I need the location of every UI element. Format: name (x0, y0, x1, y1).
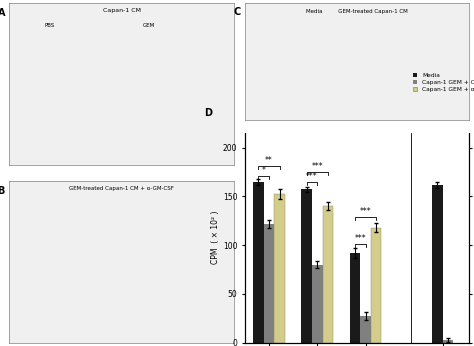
Bar (312, 265, 323, 343)
Text: Capan-1 CM: Capan-1 CM (103, 8, 141, 13)
Bar (350, 253, 360, 343)
Bar (253, 182, 264, 343)
Text: A: A (0, 8, 5, 18)
Text: GEM-treated Capan-1 CM + α-GM-CSF: GEM-treated Capan-1 CM + α-GM-CSF (69, 186, 174, 191)
Text: C: C (233, 7, 240, 17)
Text: *: * (262, 166, 266, 175)
Text: D: D (205, 108, 213, 118)
Text: ***: *** (355, 234, 366, 243)
Bar (443, 340, 453, 343)
Text: GEM: GEM (142, 23, 155, 28)
Bar (301, 190, 312, 343)
Text: **: ** (265, 156, 273, 165)
Bar (360, 316, 371, 343)
Legend: Media, Capan-1 GEM + Control Ig, Capan-1 GEM + α-GM-CSF: Media, Capan-1 GEM + Control Ig, Capan-1… (413, 73, 474, 92)
Bar (274, 194, 285, 343)
Text: ***: *** (311, 162, 323, 171)
Text: ***: *** (360, 207, 371, 216)
Bar (371, 228, 382, 343)
Bar (432, 185, 443, 343)
Y-axis label: CPM  ( × 10² ): CPM ( × 10² ) (211, 211, 220, 264)
Text: B: B (0, 186, 5, 196)
Text: ***: *** (306, 172, 318, 181)
Bar (264, 224, 274, 343)
Bar (323, 206, 333, 343)
Text: PBS: PBS (45, 23, 55, 28)
Text: Media         GEM-treated Capan-1 CM: Media GEM-treated Capan-1 CM (306, 9, 408, 14)
